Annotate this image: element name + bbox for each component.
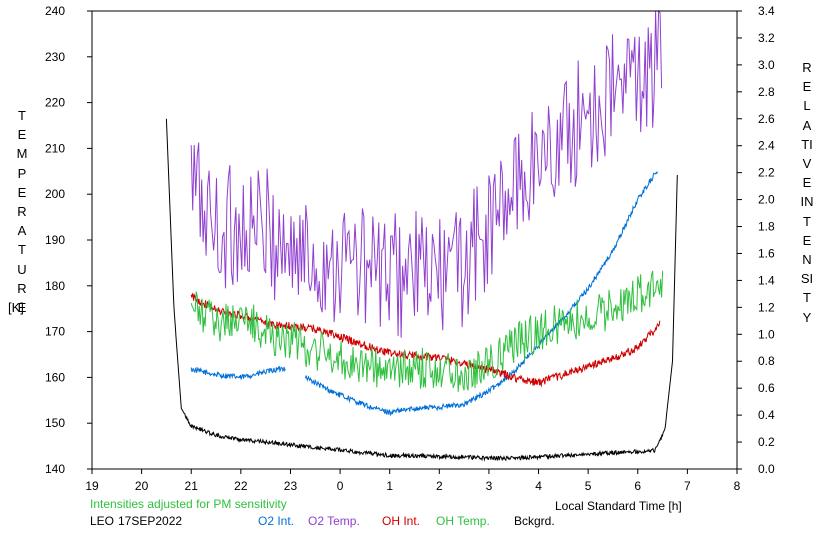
y-right-tick-label: 0.6 bbox=[758, 381, 775, 395]
y-right-tick-label: 0.4 bbox=[758, 408, 775, 422]
x-tick-label: 23 bbox=[284, 479, 298, 493]
x-tick-label: 21 bbox=[185, 479, 199, 493]
y-left-tick-label: 230 bbox=[45, 50, 65, 64]
y-right-tick-label: 1.0 bbox=[758, 327, 775, 341]
series-line-o2-int bbox=[190, 171, 658, 417]
x-axis-label: Local Standard Time [h] bbox=[555, 499, 682, 513]
y-left-tick-label: 140 bbox=[45, 462, 65, 476]
legend-oh-temp: OH Temp. bbox=[436, 514, 490, 528]
date-label: 17SEP2022 bbox=[118, 514, 183, 528]
y-right-tick-label: 1.2 bbox=[758, 300, 775, 314]
chart-ticks: 19 20 21 22 23 0 1 2 3 4 5 6 7 8140150160170180190200… bbox=[45, 4, 775, 493]
y-right-tick-label: 2.0 bbox=[758, 193, 775, 207]
y-left-tick-label: 210 bbox=[45, 141, 65, 155]
y-axis-left-label: TEMPERATURE bbox=[16, 108, 28, 316]
y-left-tick-label: 170 bbox=[45, 325, 65, 339]
y-right-tick-label: 1.6 bbox=[758, 246, 775, 260]
y-right-tick-label: 3.0 bbox=[758, 58, 775, 72]
station-label: LEO bbox=[90, 514, 115, 528]
y-right-tick-label: 2.2 bbox=[758, 166, 775, 180]
x-tick-label: 20 bbox=[135, 479, 149, 493]
y-right-tick-label: 3.2 bbox=[758, 31, 775, 45]
x-tick-label: 22 bbox=[234, 479, 248, 493]
pm-sensitivity-note: Intensities adjusted for PM sensitivity bbox=[90, 497, 287, 511]
legend-bckgrd: Bckgrd. bbox=[514, 514, 555, 528]
series-line-o2-temp bbox=[190, 9, 663, 338]
x-tick-label: 0 bbox=[337, 479, 344, 493]
series-line-bckgrd bbox=[165, 118, 678, 462]
legend-o2-int: O2 Int. bbox=[258, 514, 295, 528]
y-axis-right-label: RELATIVE INTENSITY bbox=[800, 60, 814, 325]
y-left-tick-label: 240 bbox=[45, 4, 65, 18]
y-right-tick-label: 0.2 bbox=[758, 435, 775, 449]
y-left-tick-label: 160 bbox=[45, 370, 65, 384]
y-left-tick-label: 150 bbox=[45, 416, 65, 430]
x-tick-label: 8 bbox=[734, 479, 741, 493]
x-tick-label: 5 bbox=[585, 479, 592, 493]
y-right-tick-label: 0.0 bbox=[758, 462, 775, 476]
x-tick-label: 6 bbox=[634, 479, 641, 493]
y-right-tick-label: 2.4 bbox=[758, 139, 775, 153]
legend-oh-int: OH Int. bbox=[382, 514, 421, 528]
y-axis-left-unit: [K] bbox=[8, 300, 24, 315]
y-left-tick-label: 190 bbox=[45, 233, 65, 247]
x-tick-label: 3 bbox=[486, 479, 493, 493]
x-tick-label: 7 bbox=[684, 479, 691, 493]
y-left-tick-label: 180 bbox=[45, 279, 65, 293]
x-tick-label: 4 bbox=[535, 479, 542, 493]
y-right-tick-label: 0.8 bbox=[758, 354, 775, 368]
x-tick-label: 19 bbox=[85, 479, 99, 493]
y-right-tick-label: 3.4 bbox=[758, 4, 775, 18]
series-line-oh-temp bbox=[190, 270, 664, 392]
legend-o2-temp: O2 Temp. bbox=[308, 514, 360, 528]
x-tick-label: 2 bbox=[436, 479, 443, 493]
chart-traces bbox=[165, 9, 678, 462]
x-tick-label: 1 bbox=[386, 479, 393, 493]
y-right-tick-label: 2.6 bbox=[758, 112, 775, 126]
y-left-tick-label: 220 bbox=[45, 96, 65, 110]
y-left-tick-label: 200 bbox=[45, 187, 65, 201]
y-right-tick-label: 1.8 bbox=[758, 220, 775, 234]
y-right-tick-label: 1.4 bbox=[758, 273, 775, 287]
y-right-tick-label: 2.8 bbox=[758, 85, 775, 99]
